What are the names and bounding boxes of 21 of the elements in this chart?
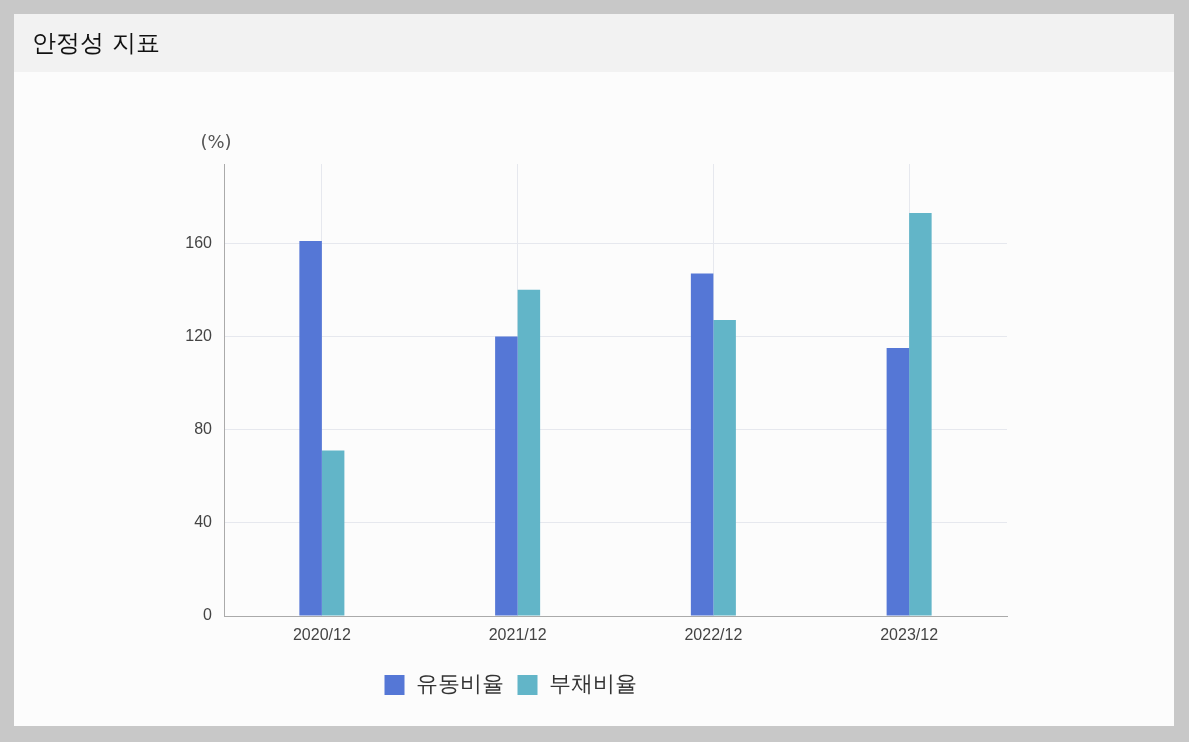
x-tick-label: 2020/12 [292, 626, 351, 644]
bar [495, 336, 518, 616]
chart-title: 안정성 지표 [14, 14, 1174, 72]
x-tick-label: 2022/12 [684, 626, 743, 644]
x-tick-label: 2023/12 [880, 626, 939, 644]
legend-label: 유동비율 [415, 671, 504, 697]
bar [886, 348, 910, 616]
bar [517, 289, 541, 616]
y-tick-label: 80 [194, 420, 213, 438]
bar [299, 240, 322, 616]
legend-label: 부채비율 [548, 671, 637, 697]
x-tick-label: 2021/12 [488, 626, 547, 644]
bar [690, 273, 714, 616]
y-tick-label: 160 [185, 233, 213, 251]
y-tick-label: 0 [203, 606, 213, 624]
y-axis-title: (%) [200, 130, 232, 152]
y-tick-label: 120 [185, 326, 213, 344]
bar [713, 320, 736, 616]
bar [321, 450, 345, 616]
bar [909, 212, 932, 616]
y-tick-label: 40 [194, 513, 213, 531]
